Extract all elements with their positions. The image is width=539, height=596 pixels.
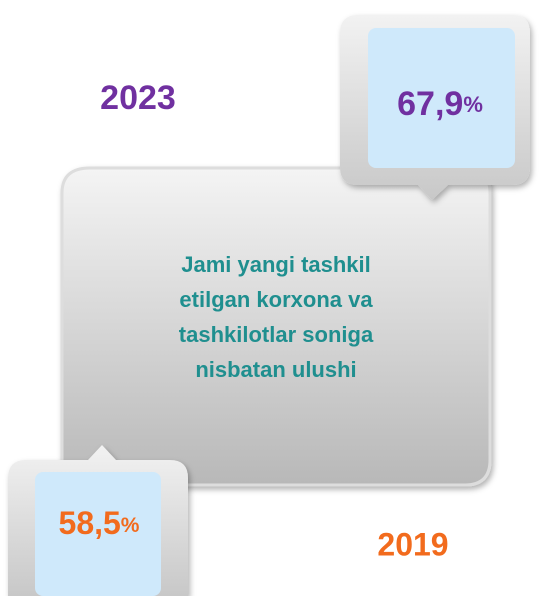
callout-bottom	[8, 445, 188, 596]
center-line: nisbatan ulushi	[195, 357, 356, 382]
callout-inner	[35, 472, 161, 596]
value-label: 67,9%	[397, 85, 483, 123]
center-line: Jami yangi tashkil	[181, 252, 371, 277]
center-line: tashkilotlar soniga	[179, 322, 374, 347]
center-text: Jami yangi tashkil etilgan korxona va ta…	[179, 252, 374, 382]
year-label: 2019	[377, 526, 448, 562]
year-label: 2023	[100, 79, 176, 117]
callout-inner	[368, 28, 515, 168]
callout-top	[340, 15, 530, 200]
center-line: etilgan korxona va	[179, 287, 373, 312]
value-label: 58,5%	[59, 505, 140, 541]
